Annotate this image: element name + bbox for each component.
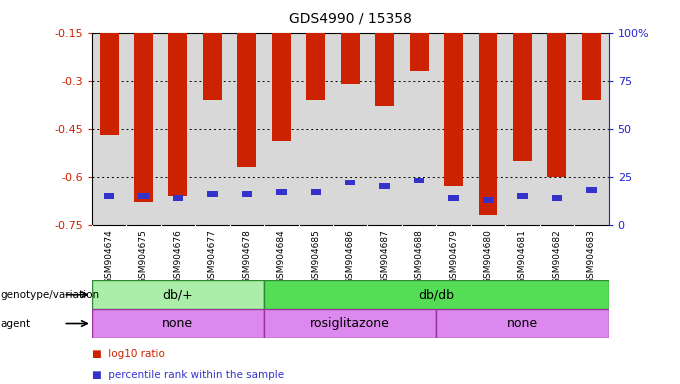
Text: db/db: db/db bbox=[418, 288, 454, 301]
Text: GSM904683: GSM904683 bbox=[587, 229, 596, 284]
Text: GSM904675: GSM904675 bbox=[139, 229, 148, 284]
Bar bbox=[134, 33, 153, 202]
Bar bbox=[437, 33, 471, 225]
Bar bbox=[207, 191, 218, 197]
Bar bbox=[483, 197, 493, 203]
Bar bbox=[126, 33, 160, 225]
Bar bbox=[414, 178, 424, 184]
Text: db/+: db/+ bbox=[163, 288, 193, 301]
Text: GSM904677: GSM904677 bbox=[208, 229, 217, 284]
Bar bbox=[375, 33, 394, 106]
Bar bbox=[513, 33, 532, 161]
Bar bbox=[92, 280, 264, 309]
Bar bbox=[173, 195, 183, 201]
Bar bbox=[264, 280, 609, 309]
Bar bbox=[444, 33, 463, 186]
Text: rosiglitazone: rosiglitazone bbox=[310, 317, 390, 330]
Bar bbox=[272, 33, 291, 141]
Text: GSM904685: GSM904685 bbox=[311, 229, 320, 284]
Bar bbox=[237, 33, 256, 167]
Bar bbox=[517, 193, 528, 199]
Bar bbox=[169, 33, 188, 196]
Bar bbox=[409, 33, 428, 71]
Text: GSM904687: GSM904687 bbox=[380, 229, 389, 284]
Bar bbox=[138, 193, 149, 199]
Text: GDS4990 / 15358: GDS4990 / 15358 bbox=[289, 12, 411, 25]
Bar bbox=[582, 33, 601, 100]
Text: GSM904688: GSM904688 bbox=[415, 229, 424, 284]
Text: agent: agent bbox=[1, 318, 31, 329]
Bar bbox=[299, 33, 333, 225]
Bar bbox=[448, 195, 459, 201]
Bar bbox=[241, 191, 252, 197]
Bar bbox=[276, 189, 286, 195]
Bar bbox=[479, 33, 498, 215]
Bar bbox=[264, 33, 299, 225]
Bar bbox=[345, 180, 356, 185]
Bar bbox=[402, 33, 437, 225]
Text: none: none bbox=[507, 317, 538, 330]
Text: ■  percentile rank within the sample: ■ percentile rank within the sample bbox=[92, 370, 284, 380]
Bar bbox=[104, 193, 114, 199]
Bar bbox=[586, 187, 596, 193]
Text: GSM904679: GSM904679 bbox=[449, 229, 458, 284]
Text: none: none bbox=[163, 317, 194, 330]
Text: GSM904681: GSM904681 bbox=[518, 229, 527, 284]
Text: GSM904674: GSM904674 bbox=[105, 229, 114, 284]
Bar bbox=[379, 184, 390, 189]
Bar bbox=[92, 309, 264, 338]
Bar bbox=[551, 195, 562, 201]
Text: GSM904680: GSM904680 bbox=[483, 229, 492, 284]
Bar bbox=[341, 33, 360, 84]
Bar bbox=[311, 189, 321, 195]
Text: GSM904676: GSM904676 bbox=[173, 229, 182, 284]
Bar bbox=[471, 33, 505, 225]
Text: GSM904686: GSM904686 bbox=[345, 229, 355, 284]
Bar bbox=[160, 33, 195, 225]
Bar bbox=[99, 33, 118, 135]
Text: ■  log10 ratio: ■ log10 ratio bbox=[92, 349, 165, 359]
Text: GSM904684: GSM904684 bbox=[277, 229, 286, 284]
Bar bbox=[195, 33, 230, 225]
Bar bbox=[367, 33, 402, 225]
Text: GSM904678: GSM904678 bbox=[242, 229, 252, 284]
Bar bbox=[203, 33, 222, 100]
Bar bbox=[437, 309, 609, 338]
Bar bbox=[333, 33, 367, 225]
Bar bbox=[547, 33, 566, 177]
Bar bbox=[230, 33, 264, 225]
Bar bbox=[264, 309, 437, 338]
Bar bbox=[306, 33, 325, 100]
Text: genotype/variation: genotype/variation bbox=[1, 290, 100, 300]
Bar bbox=[505, 33, 540, 225]
Bar bbox=[574, 33, 609, 225]
Bar bbox=[92, 33, 126, 225]
Bar bbox=[540, 33, 574, 225]
Text: GSM904682: GSM904682 bbox=[552, 229, 562, 284]
